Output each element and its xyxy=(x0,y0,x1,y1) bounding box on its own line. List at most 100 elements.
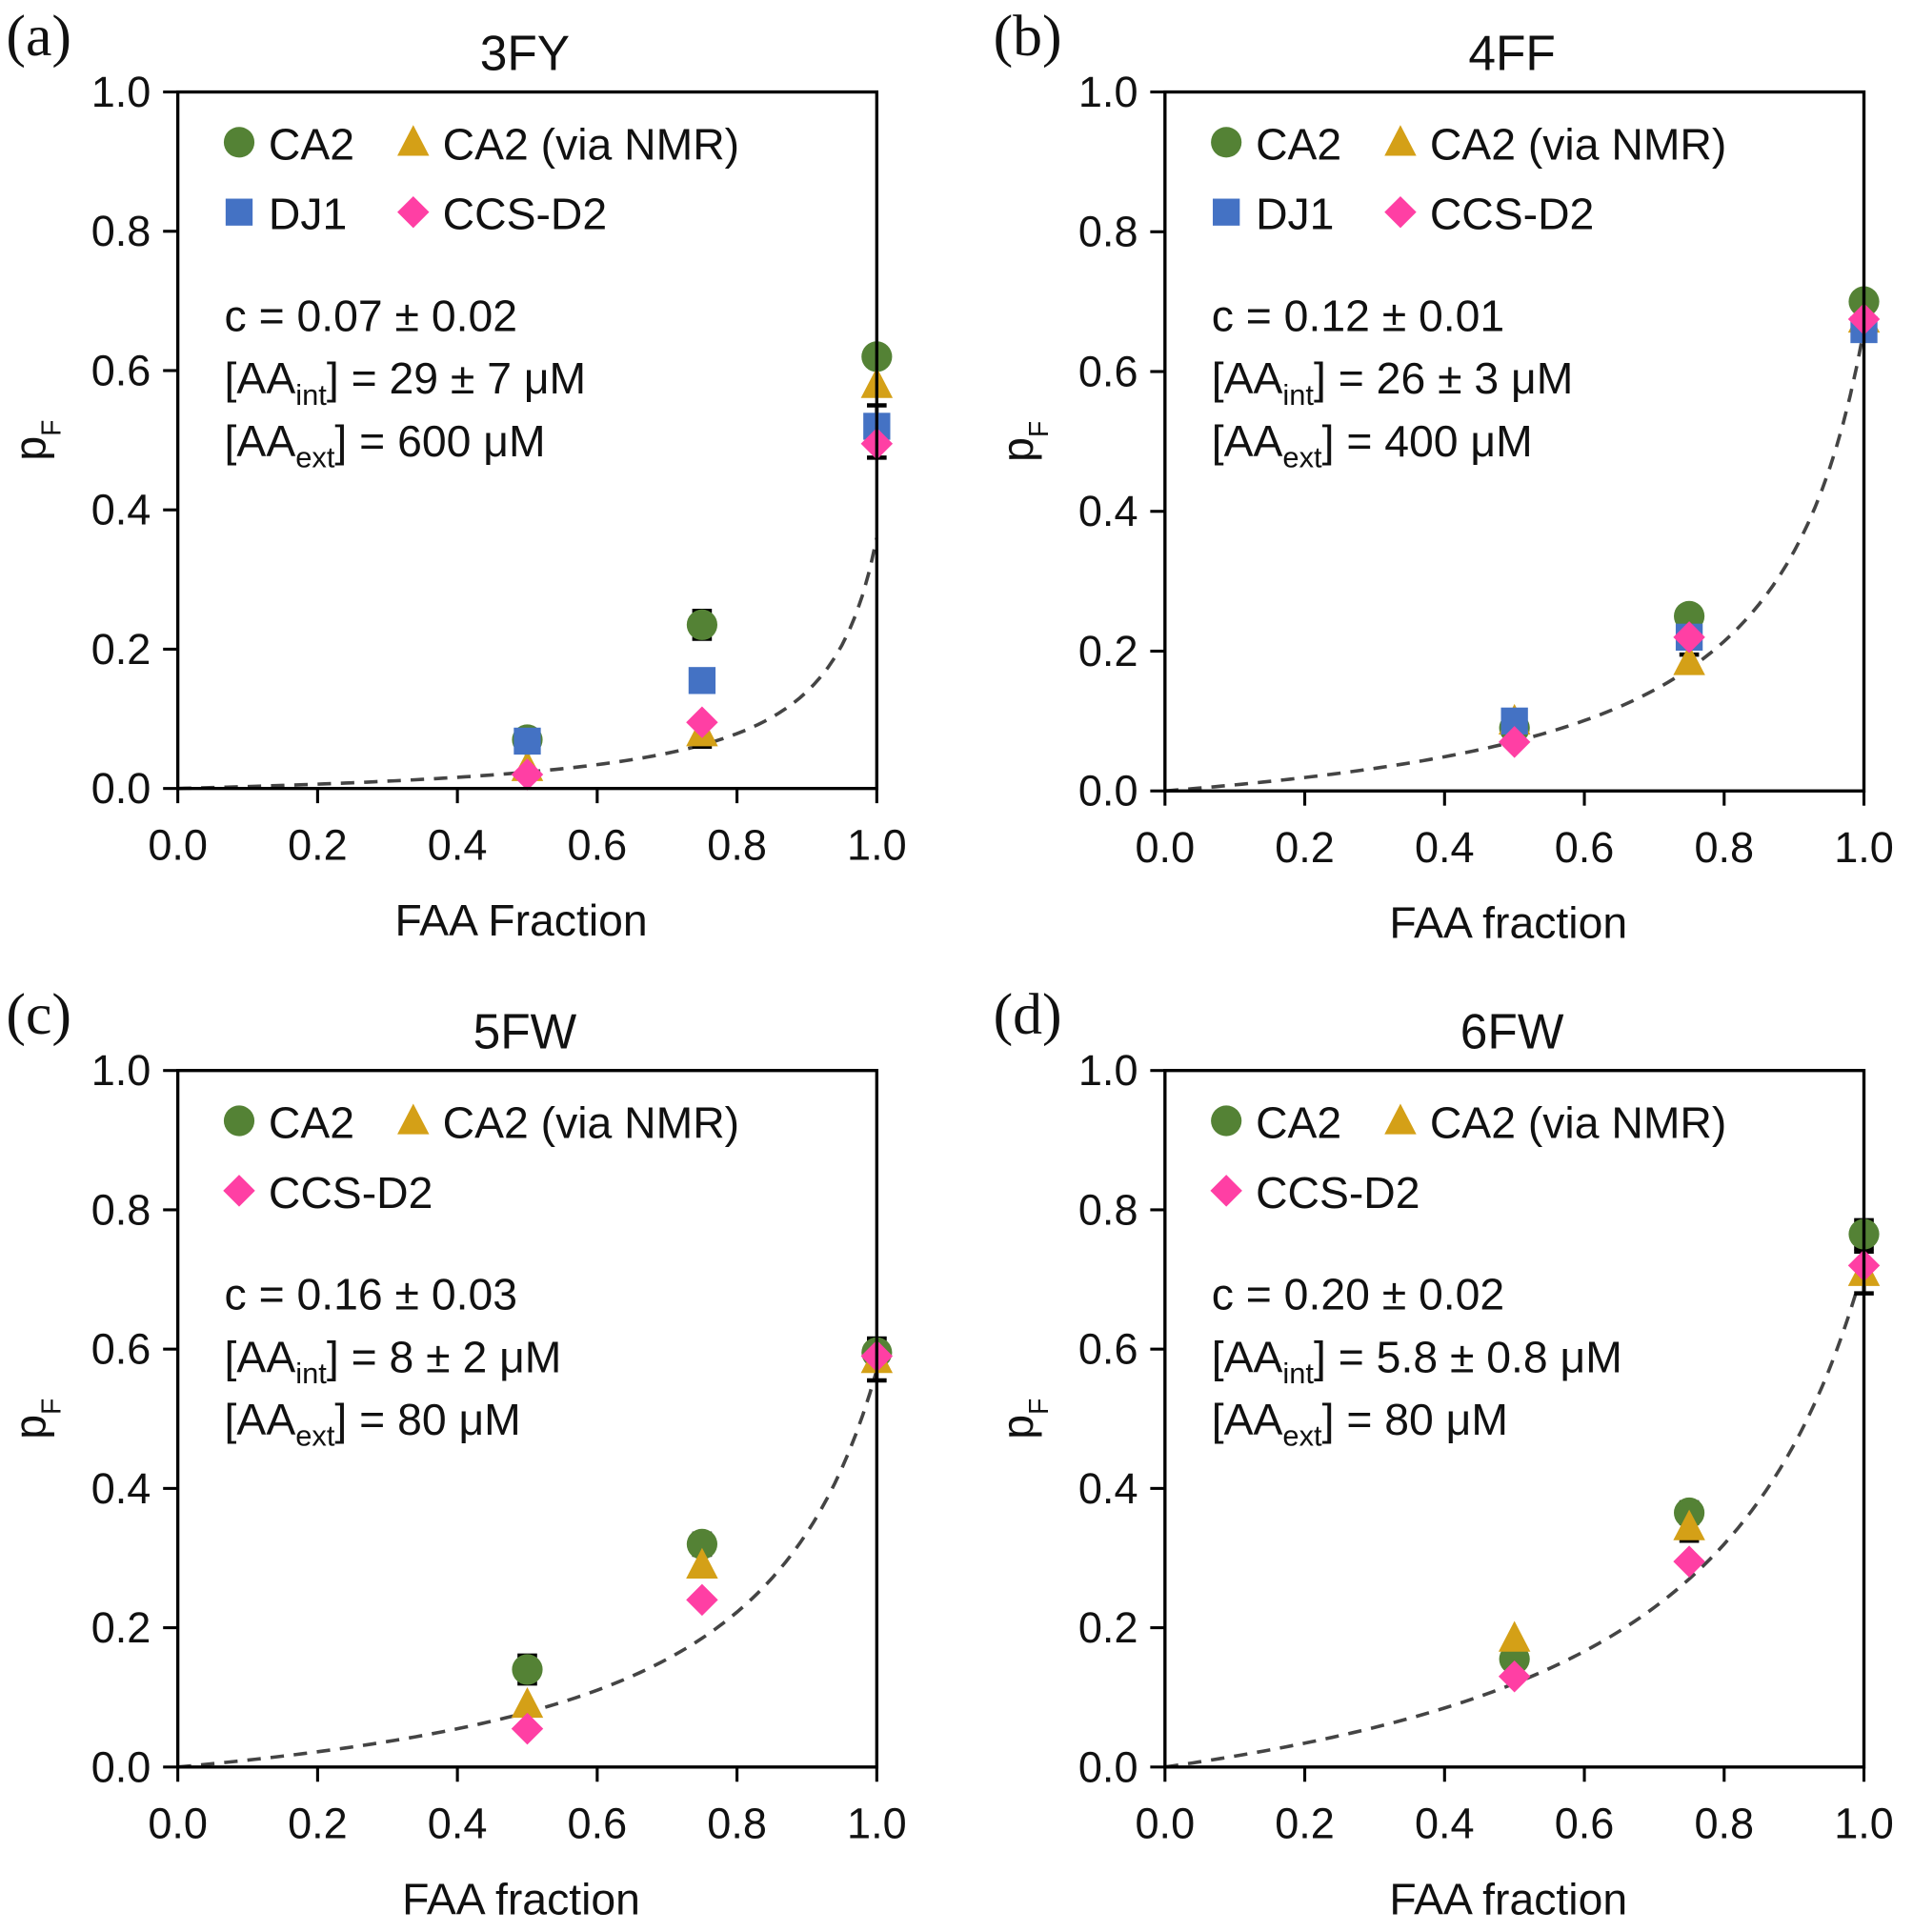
legend-item: CA2 xyxy=(223,1098,354,1148)
legend-label: CCS-D2 xyxy=(443,190,607,239)
x-tick-label: 0.0 xyxy=(1136,1799,1196,1847)
data-point-ca2 xyxy=(512,1654,543,1685)
x-tick-label: 0.4 xyxy=(1415,823,1475,872)
y-tick-label: 0.6 xyxy=(1078,1325,1138,1374)
plot-frame xyxy=(175,90,879,791)
y-axis-label-subscript: F xyxy=(36,420,67,436)
chart-panel-1: (a) 3FY 0.0 0.2 0.4 0.6 0.8 1.0 0.0 0.2 0.4 0.6 0.8 1… xyxy=(6,4,907,945)
legend-label: CA2 xyxy=(1256,119,1341,169)
y-tick-label: 0.0 xyxy=(91,1742,151,1791)
legend-label: CA2 xyxy=(269,119,354,169)
fit-annotation: [AAext] = 80 μM xyxy=(1212,1395,1508,1453)
legend-label: CA2 xyxy=(1256,1098,1341,1148)
legend-item: CCS-D2 xyxy=(1384,190,1594,239)
legend-marker-dj1 xyxy=(225,198,253,226)
legend-marker-ccs-d2 xyxy=(397,195,430,229)
x-tick-label: 0.2 xyxy=(1275,823,1335,872)
x-tick-label: 0.6 xyxy=(1555,823,1615,872)
legend-marker-ca2-via-nmr xyxy=(1384,125,1417,156)
y-tick-label: 0.8 xyxy=(91,1185,151,1234)
chart-title: 5FW xyxy=(473,1004,577,1059)
y-tick-label: 0.6 xyxy=(91,346,151,394)
legend-label: CA2 (via NMR) xyxy=(443,119,739,169)
data-point-ccs-d2 xyxy=(686,706,718,738)
legend-item: CCS-D2 xyxy=(223,1168,433,1218)
fit-annotation: [AAint] = 8 ± 2 μM xyxy=(225,1332,562,1390)
x-tick-label: 0.0 xyxy=(148,1799,208,1847)
data-point-ccs-d2 xyxy=(1673,621,1705,654)
legend-marker-ccs-d2 xyxy=(1384,195,1417,229)
fit-annotation: [AAext] = 80 μM xyxy=(225,1395,521,1453)
x-tick-label: 0.4 xyxy=(428,820,488,869)
x-tick-label: 0.6 xyxy=(568,1799,628,1847)
data-point-ca2-via-nmr xyxy=(1673,644,1705,675)
x-tick-label: 0.0 xyxy=(1136,823,1196,872)
y-tick-label: 0.4 xyxy=(1078,487,1138,535)
fit-annotation: [AAext] = 600 μM xyxy=(225,416,546,474)
plot-frame xyxy=(1163,90,1866,793)
x-tick-label: 0.8 xyxy=(1694,1799,1754,1847)
fit-annotation: [AAint] = 29 ± 7 μM xyxy=(225,353,587,412)
legend-item: CA2 (via NMR) xyxy=(397,1098,739,1148)
data-point-ca2-via-nmr xyxy=(1673,1509,1705,1540)
chart-panel-3: (c) 5FW 0.0 0.2 0.4 0.6 0.8 1.0 0.0 0.2 0.4 0.6 0.8 1… xyxy=(6,982,907,1923)
legend-item: CA2 (via NMR) xyxy=(397,119,739,169)
fit-annotation: c = 0.16 ± 0.03 xyxy=(225,1270,517,1319)
plot-frame xyxy=(175,1069,879,1769)
x-tick-label: 0.8 xyxy=(1694,823,1754,872)
y-tick-label: 0.4 xyxy=(91,486,151,534)
y-tick-label: 0.4 xyxy=(91,1464,151,1513)
legend-marker-ca2-via-nmr xyxy=(397,125,430,156)
panel-letter: (b) xyxy=(994,4,1062,69)
chart-panel-2: (b) 4FF 0.0 0.2 0.4 0.6 0.8 1.0 0.0 0.2 0.4 0.6 0.8 1… xyxy=(993,4,1894,948)
y-tick-label: 0.6 xyxy=(1078,347,1138,395)
chart-title: 4FF xyxy=(1468,25,1556,80)
legend-marker-ccs-d2 xyxy=(223,1175,255,1207)
legend-marker-ca2 xyxy=(1211,1105,1242,1137)
data-point-ccs-d2 xyxy=(1498,726,1531,758)
data-point-ccs-d2 xyxy=(1498,1660,1531,1693)
x-tick-label: 1.0 xyxy=(1834,823,1894,872)
legend-item: CA2 (via NMR) xyxy=(1384,119,1726,169)
data-point-dj1 xyxy=(688,667,716,694)
x-tick-label: 1.0 xyxy=(847,1799,907,1847)
legend-marker-ca2 xyxy=(223,1105,255,1137)
legend-item: DJ1 xyxy=(1213,190,1334,239)
data-point-ccs-d2 xyxy=(1673,1545,1705,1578)
y-axis-label: pF xyxy=(6,1399,67,1439)
legend-label: DJ1 xyxy=(1256,190,1334,239)
chart-title: 3FY xyxy=(480,25,570,80)
y-tick-label: 0.0 xyxy=(91,764,151,813)
data-point-ca2-via-nmr xyxy=(511,1687,544,1719)
data-point-ccs-d2 xyxy=(686,1583,718,1617)
chart-panel-4: (d) 6FW 0.0 0.2 0.4 0.6 0.8 1.0 0.0 0.2 0.4 0.6 0.8 1… xyxy=(993,982,1894,1923)
y-axis-label-subscript: F xyxy=(1023,1399,1054,1415)
x-axis-label: FAA fraction xyxy=(1389,898,1627,948)
y-tick-label: 0.8 xyxy=(1078,208,1138,256)
y-axis-label: pF xyxy=(6,420,67,461)
y-tick-label: 1.0 xyxy=(91,68,151,116)
panel-letter: (d) xyxy=(994,982,1062,1047)
y-tick-label: 1.0 xyxy=(91,1046,151,1095)
y-tick-label: 0.2 xyxy=(91,1603,151,1652)
data-point-ca2-via-nmr xyxy=(686,1547,718,1579)
data-point-ca2 xyxy=(686,1528,717,1560)
legend-label: CA2 (via NMR) xyxy=(1430,1098,1726,1148)
legend-marker-dj1 xyxy=(1213,198,1240,226)
y-tick-label: 0.2 xyxy=(91,625,151,674)
legend-item: CA2 xyxy=(1211,1098,1341,1148)
x-tick-label: 0.8 xyxy=(707,1799,767,1847)
fit-annotation: [AAint] = 26 ± 3 μM xyxy=(1212,353,1574,412)
y-tick-label: 0.8 xyxy=(91,207,151,255)
legend-label: CA2 (via NMR) xyxy=(443,1098,739,1148)
fit-annotation: [AAext] = 400 μM xyxy=(1212,416,1533,474)
y-tick-label: 0.6 xyxy=(91,1325,151,1374)
legend-item: CCS-D2 xyxy=(397,190,607,239)
x-tick-label: 0.4 xyxy=(1415,1799,1475,1847)
data-point-ca2 xyxy=(686,609,717,640)
chart-title: 6FW xyxy=(1460,1004,1564,1059)
y-axis-label-subscript: F xyxy=(1023,421,1054,437)
legend-marker-ca2 xyxy=(223,127,255,158)
x-tick-label: 0.2 xyxy=(288,820,348,869)
